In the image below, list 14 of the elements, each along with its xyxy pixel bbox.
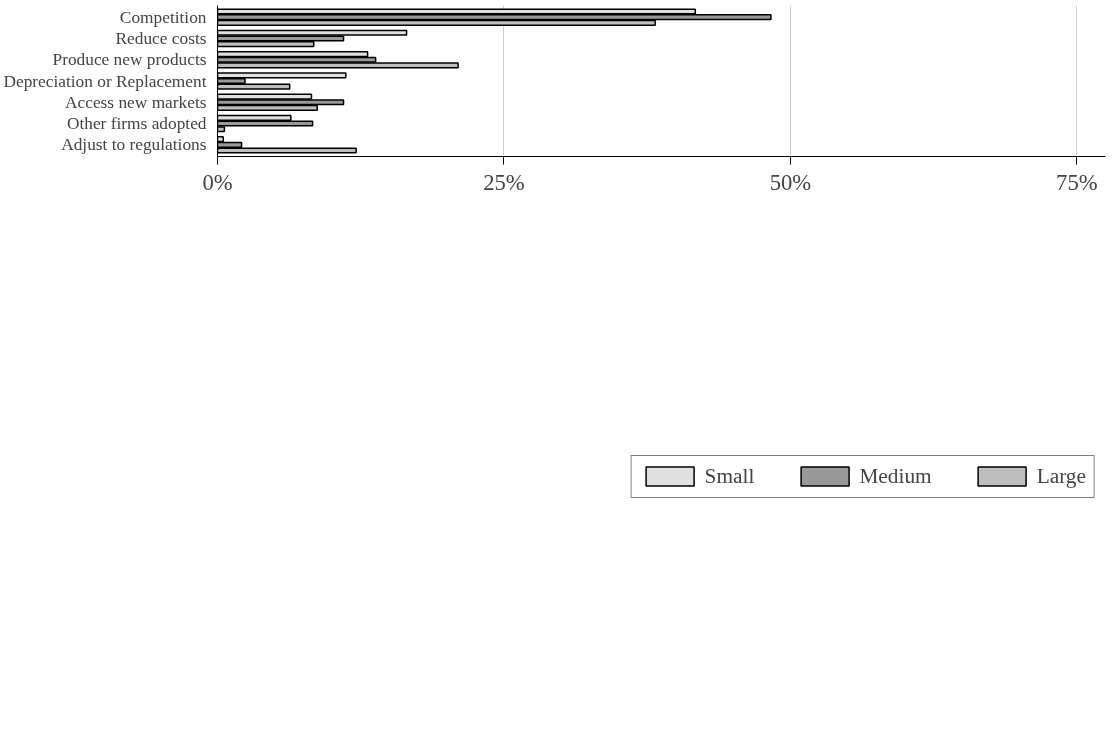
legend-label: Medium [859, 463, 932, 489]
legend-label: Small [704, 463, 755, 489]
y-tick-label: Other firms adopted [66, 114, 207, 134]
y-tick-label: Access new markets [65, 92, 207, 112]
y-tick-label: Adjust to regulations [61, 135, 207, 155]
x-tick-label: 0% [202, 169, 233, 195]
y-tick-label: Competition [119, 7, 207, 27]
y-tick-label: Reduce costs [115, 28, 207, 48]
y-tick-label: Depreciation or Replacement [3, 71, 207, 91]
x-tick-label: 25% [483, 169, 525, 195]
x-tick-label: 75% [1056, 169, 1098, 195]
y-tick-label: Produce new products [52, 50, 207, 70]
x-tick-label: 50% [769, 169, 812, 195]
legend-label: Large [1036, 463, 1086, 489]
